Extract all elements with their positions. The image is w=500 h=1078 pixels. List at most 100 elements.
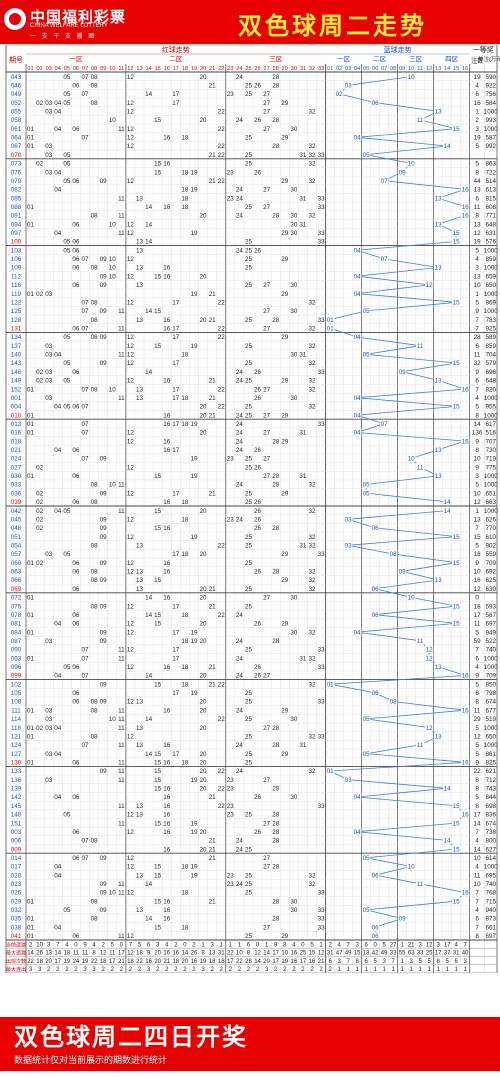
red-stat-value: 22 bbox=[236, 959, 243, 965]
prize-amount-cell: 738 bbox=[486, 829, 497, 836]
red-ball-number: 10 bbox=[109, 890, 117, 897]
blue-ball-number: 11 bbox=[417, 343, 424, 350]
red-ball-number: 28 bbox=[272, 812, 280, 819]
red-ball-number: 25 bbox=[245, 343, 253, 350]
red-ball-number: 23 bbox=[227, 169, 235, 176]
period-cell: 020 bbox=[11, 872, 22, 879]
red-ball-number: 20 bbox=[200, 595, 208, 602]
red-ball-number: 26 bbox=[254, 247, 262, 254]
prize-count-cell: 3 bbox=[475, 265, 479, 272]
prize-amount-cell: 631 bbox=[486, 230, 497, 237]
prize-count-cell: 8 bbox=[475, 447, 479, 454]
prize-amount-cell: 614 bbox=[486, 855, 497, 862]
red-number-header: 04 bbox=[55, 66, 61, 72]
red-ball-number: 08 bbox=[91, 334, 99, 341]
blue-stat-value: 0 bbox=[373, 942, 377, 948]
red-stat-value: 2 bbox=[165, 967, 169, 973]
blue-ball-number: 06 bbox=[372, 525, 380, 532]
blue-stat-value: 7 bbox=[391, 959, 395, 965]
blue-stat-value: 1 bbox=[400, 967, 404, 973]
red-ball-number: 17 bbox=[172, 647, 180, 654]
blue-ball-marker bbox=[433, 732, 443, 740]
prize-count-cell: 6 bbox=[475, 916, 479, 923]
red-number-header: 08 bbox=[91, 66, 97, 72]
prize-count-cell: 13 bbox=[474, 187, 482, 194]
red-ball-number: 08 bbox=[91, 603, 99, 610]
red-ball-number: 13 bbox=[136, 803, 144, 810]
period-cell: 145 bbox=[11, 803, 22, 810]
blue-ball-marker bbox=[442, 836, 452, 845]
red-stat-value: 20 bbox=[45, 959, 52, 965]
red-ball-number: 06 bbox=[72, 282, 80, 289]
blue-ball-number: 04 bbox=[354, 291, 362, 298]
blue-ball-number: 13 bbox=[435, 577, 443, 584]
blue-ball-marker bbox=[361, 906, 371, 914]
red-ball-number: 04 bbox=[54, 725, 62, 732]
red-ball-number: 02 bbox=[36, 499, 44, 506]
red-ball-number: 18 bbox=[181, 638, 189, 645]
blue-ball-number: 04 bbox=[354, 794, 362, 801]
prize-count-cell: 18 bbox=[474, 551, 482, 558]
red-ball-number: 09 bbox=[100, 699, 108, 706]
blue-ball-marker bbox=[406, 159, 416, 167]
blue-ball-number: 04 bbox=[354, 412, 362, 419]
prize-amount-cell: 516 bbox=[486, 430, 497, 437]
blue-ball-number: 02 bbox=[336, 91, 344, 98]
period-header: 期号 bbox=[9, 56, 23, 64]
red-number-header: 06 bbox=[73, 66, 79, 72]
prize-amount-cell: 674 bbox=[486, 820, 497, 827]
red-ball-number: 22 bbox=[218, 404, 226, 411]
prize-amount-cell: 712 bbox=[486, 777, 497, 784]
red-stat-value: 16 bbox=[191, 959, 198, 965]
red-ball-number: 04 bbox=[54, 108, 62, 115]
blue-stat-value: 4 bbox=[454, 942, 458, 948]
period-cell: 112 bbox=[11, 273, 22, 280]
red-ball-number: 30 bbox=[290, 898, 298, 905]
red-ball-number: 20 bbox=[200, 551, 208, 558]
prize-amount-cell: 955 bbox=[486, 404, 497, 411]
prize-amount-cell: 743 bbox=[486, 786, 497, 793]
prize-count-cell: 13 bbox=[474, 273, 482, 280]
blue-stat-value: 3 bbox=[355, 942, 359, 948]
blue-ball-number: 13 bbox=[435, 733, 443, 740]
blue-ball-number: 08 bbox=[390, 699, 398, 706]
red-ball-number: 15 bbox=[154, 820, 162, 827]
prize-count-cell: 7 bbox=[475, 317, 479, 324]
red-ball-number: 06 bbox=[72, 699, 80, 706]
prize-amount-header: 单注(万元) bbox=[478, 55, 500, 63]
red-ball-number: 01 bbox=[27, 126, 35, 133]
red-ball-number: 19 bbox=[190, 473, 198, 480]
prize-amount-cell: 1000 bbox=[484, 482, 499, 489]
red-stat-value: 2 bbox=[319, 967, 323, 973]
red-ball-number: 31 bbox=[299, 655, 307, 662]
red-stat-value: 16 bbox=[163, 951, 170, 957]
red-ball-number: 25 bbox=[245, 586, 253, 593]
red-zone-header: 二区 bbox=[169, 55, 183, 63]
blue-ball-marker bbox=[442, 506, 452, 515]
period-cell: 061 bbox=[11, 126, 22, 133]
red-ball-number: 21 bbox=[209, 603, 217, 610]
prize-amount-cell: 650 bbox=[486, 733, 497, 740]
blue-ball-number: 10 bbox=[408, 161, 416, 168]
blue-ball-marker bbox=[433, 376, 443, 384]
red-ball-number: 25 bbox=[245, 256, 253, 263]
prize-amount-cell: 663 bbox=[486, 499, 497, 506]
blue-ball-number: 06 bbox=[372, 872, 380, 879]
blue-ball-marker bbox=[388, 697, 398, 706]
red-ball-number: 19 bbox=[190, 534, 198, 541]
blue-ball-number: 15 bbox=[453, 126, 461, 133]
red-ball-number: 06 bbox=[72, 612, 80, 619]
period-cell: 090 bbox=[11, 647, 22, 654]
red-ball-number: 09 bbox=[100, 360, 108, 367]
prize-count-cell: 7 bbox=[475, 829, 479, 836]
brand-name-en: CHINA WELFARE LOTTERY bbox=[30, 23, 108, 29]
red-ball-number: 07 bbox=[82, 74, 90, 81]
red-ball-number: 20 bbox=[200, 786, 208, 793]
period-cell: 009 bbox=[11, 846, 22, 853]
period-cell: 004 bbox=[11, 404, 22, 411]
red-ball-number: 12 bbox=[127, 933, 135, 940]
red-ball-number: 11 bbox=[118, 647, 125, 654]
red-ball-number: 07 bbox=[82, 838, 90, 845]
lottery-seal-icon bbox=[4, 8, 26, 30]
